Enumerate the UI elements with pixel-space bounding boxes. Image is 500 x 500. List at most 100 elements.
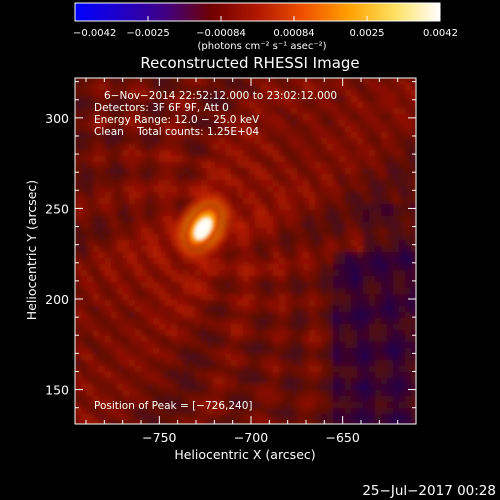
image-pixel — [75, 234, 81, 240]
image-pixel — [363, 186, 369, 192]
image-pixel — [153, 360, 159, 366]
image-pixel — [105, 252, 111, 258]
image-pixel — [201, 312, 207, 318]
image-pixel — [381, 126, 387, 132]
image-pixel — [381, 360, 387, 366]
image-pixel — [147, 378, 153, 384]
image-pixel — [369, 138, 375, 144]
image-pixel — [243, 210, 249, 216]
image-pixel — [369, 312, 375, 318]
image-pixel — [261, 204, 267, 210]
image-pixel — [87, 336, 93, 342]
image-pixel — [399, 384, 405, 390]
image-pixel — [171, 84, 177, 90]
image-pixel — [291, 384, 297, 390]
image-pixel — [117, 312, 123, 318]
image-pixel — [177, 366, 183, 372]
image-pixel — [75, 336, 81, 342]
image-pixel — [273, 192, 279, 198]
image-pixel — [99, 330, 105, 336]
image-pixel — [357, 354, 363, 360]
x-tick-label: −650 — [325, 430, 359, 445]
image-pixel — [381, 108, 387, 114]
image-pixel — [147, 78, 153, 84]
image-pixel — [219, 132, 225, 138]
image-pixel — [225, 342, 231, 348]
image-pixel — [147, 300, 153, 306]
image-pixel — [117, 234, 123, 240]
image-pixel — [267, 330, 273, 336]
image-pixel — [237, 138, 243, 144]
image-pixel — [237, 96, 243, 102]
image-pixel — [195, 342, 201, 348]
image-pixel — [327, 168, 333, 174]
image-pixel — [363, 114, 369, 120]
image-pixel — [195, 156, 201, 162]
image-pixel — [81, 156, 87, 162]
image-pixel — [369, 174, 375, 180]
image-pixel — [333, 186, 339, 192]
image-pixel — [117, 138, 123, 144]
image-pixel — [369, 198, 375, 204]
image-pixel — [153, 342, 159, 348]
image-pixel — [87, 378, 93, 384]
image-pixel — [357, 390, 363, 396]
image-pixel — [219, 168, 225, 174]
image-pixel — [273, 84, 279, 90]
image-pixel — [279, 276, 285, 282]
image-pixel — [339, 126, 345, 132]
image-pixel — [297, 288, 303, 294]
image-pixel — [141, 354, 147, 360]
image-pixel — [171, 408, 177, 414]
image-pixel — [351, 420, 357, 424]
image-pixel — [303, 192, 309, 198]
image-pixel — [183, 408, 189, 414]
image-pixel — [153, 324, 159, 330]
image-pixel — [231, 168, 237, 174]
image-pixel — [399, 234, 405, 240]
image-pixel — [339, 186, 345, 192]
image-pixel — [237, 198, 243, 204]
image-pixel — [261, 288, 267, 294]
image-pixel — [267, 210, 273, 216]
image-pixel — [321, 360, 327, 366]
image-pixel — [273, 282, 279, 288]
image-pixel — [219, 174, 225, 180]
image-pixel — [297, 222, 303, 228]
image-pixel — [129, 234, 135, 240]
image-pixel — [99, 216, 105, 222]
image-pixel — [99, 318, 105, 324]
image-pixel — [225, 330, 231, 336]
image-pixel — [255, 306, 261, 312]
image-pixel — [315, 288, 321, 294]
image-pixel — [303, 264, 309, 270]
image-pixel — [111, 102, 117, 108]
image-pixel — [129, 372, 135, 378]
image-pixel — [87, 120, 93, 126]
image-pixel — [315, 372, 321, 378]
image-pixel — [93, 258, 99, 264]
image-pixel — [81, 360, 87, 366]
image-pixel — [123, 384, 129, 390]
image-pixel — [219, 78, 225, 84]
image-pixel — [171, 384, 177, 390]
image-pixel — [243, 222, 249, 228]
image-pixel — [195, 312, 201, 318]
image-pixel — [315, 96, 321, 102]
image-pixel — [393, 108, 399, 114]
image-pixel — [351, 270, 357, 276]
image-pixel — [381, 420, 387, 424]
image-pixel — [243, 390, 249, 396]
image-pixel — [357, 144, 363, 150]
image-pixel — [255, 246, 261, 252]
image-pixel — [165, 198, 171, 204]
image-pixel — [327, 228, 333, 234]
image-pixel — [297, 120, 303, 126]
image-pixel — [81, 354, 87, 360]
image-pixel — [411, 246, 416, 252]
image-pixel — [123, 366, 129, 372]
y-axis-label: Heliocentric Y (arcsec) — [24, 180, 39, 320]
image-pixel — [297, 210, 303, 216]
image-pixel — [261, 138, 267, 144]
image-pixel — [99, 102, 105, 108]
